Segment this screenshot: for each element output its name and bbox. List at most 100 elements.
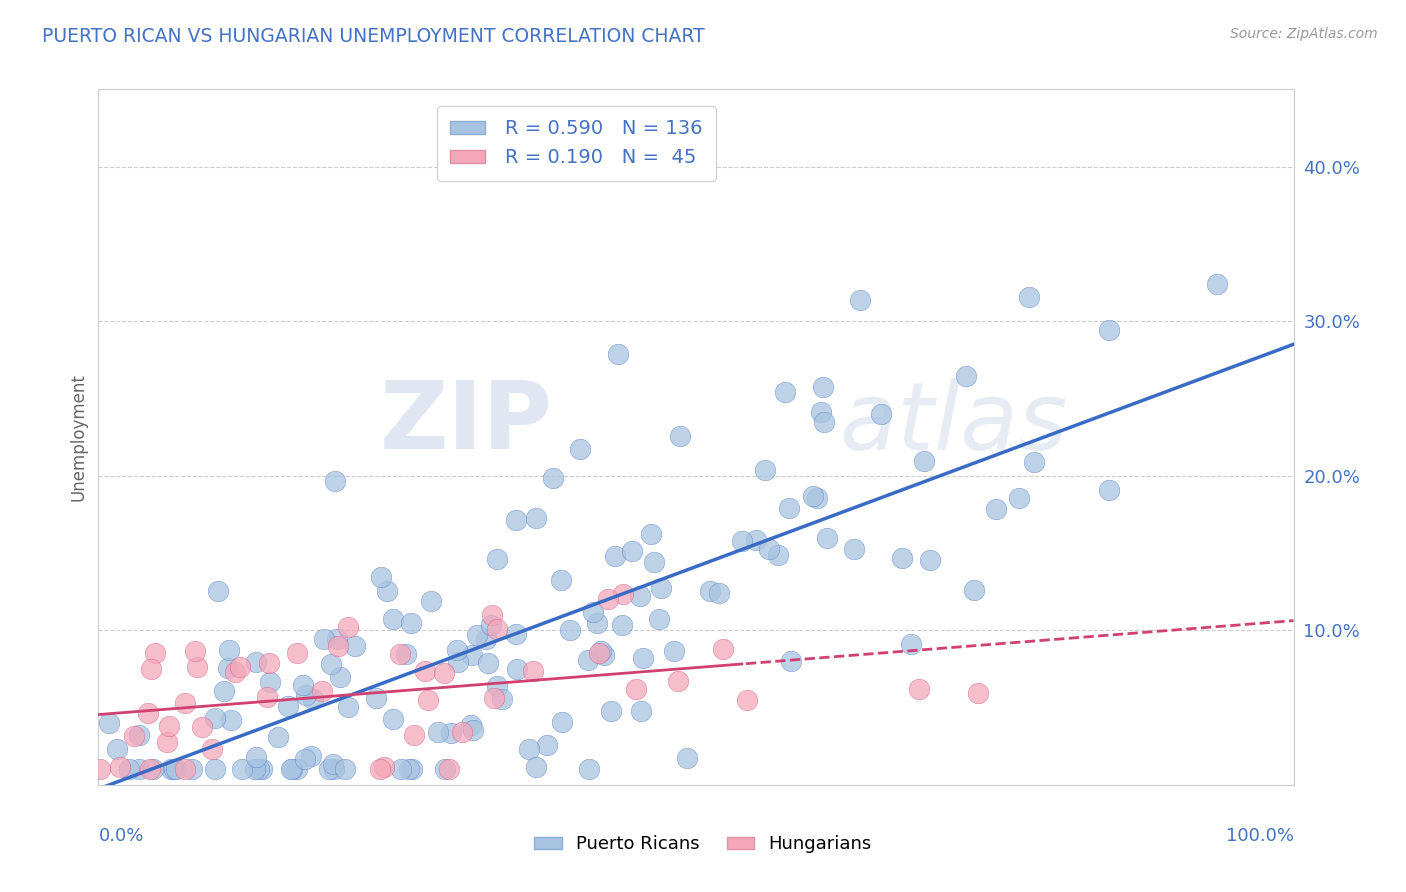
Point <box>173 696 195 710</box>
Legend: R = 0.590   N = 136, R = 0.190   N =  45: R = 0.590 N = 136, R = 0.190 N = 45 <box>437 106 716 181</box>
Point <box>707 586 730 600</box>
Point <box>1024 455 1046 469</box>
Point <box>766 548 789 562</box>
Point <box>285 763 308 777</box>
Point <box>890 551 912 566</box>
Point <box>699 584 721 599</box>
Point <box>643 556 665 570</box>
Point <box>522 665 544 679</box>
Point <box>204 711 226 725</box>
Point <box>218 643 240 657</box>
Point <box>160 763 183 777</box>
Point <box>460 718 482 732</box>
Point <box>245 656 267 670</box>
Point <box>299 749 322 764</box>
Point <box>318 763 340 777</box>
Point <box>558 623 581 637</box>
Point <box>335 763 357 777</box>
Point <box>329 669 352 683</box>
Point <box>451 724 474 739</box>
Point <box>524 510 547 524</box>
Point <box>624 682 647 697</box>
Point <box>204 763 226 777</box>
Point <box>128 728 150 742</box>
Point <box>207 583 229 598</box>
Point <box>416 693 439 707</box>
Point <box>631 650 654 665</box>
Point <box>388 647 411 661</box>
Point <box>326 640 349 654</box>
Legend: Puerto Ricans, Hungarians: Puerto Ricans, Hungarians <box>527 829 879 861</box>
Text: atlas: atlas <box>839 377 1067 468</box>
Point <box>593 648 616 663</box>
Point <box>245 750 267 764</box>
Point <box>551 714 574 729</box>
Point <box>319 657 342 671</box>
Point <box>366 690 388 705</box>
Point <box>231 763 253 777</box>
Point <box>1098 483 1121 498</box>
Point <box>475 632 498 646</box>
Point <box>398 763 420 777</box>
Point <box>505 513 527 527</box>
Point <box>1008 491 1031 506</box>
Point <box>628 590 651 604</box>
Point <box>778 501 800 516</box>
Point <box>773 385 796 400</box>
Point <box>201 742 224 756</box>
Point <box>536 739 558 753</box>
Point <box>621 544 644 558</box>
Point <box>212 684 235 698</box>
Point <box>600 705 623 719</box>
Point <box>477 656 499 670</box>
Point <box>801 489 824 503</box>
Point <box>754 463 776 477</box>
Point <box>524 759 547 773</box>
Point <box>326 632 349 646</box>
Point <box>596 592 619 607</box>
Point <box>97 716 120 731</box>
Point <box>603 549 626 563</box>
Point <box>588 646 610 660</box>
Point <box>433 665 456 680</box>
Point <box>343 640 366 654</box>
Point <box>612 617 634 632</box>
Point <box>277 699 299 714</box>
Point <box>675 751 697 765</box>
Point <box>486 622 509 636</box>
Point <box>280 763 302 777</box>
Point <box>155 734 177 748</box>
Point <box>912 453 935 467</box>
Point <box>139 662 162 676</box>
Point <box>578 763 600 777</box>
Point <box>183 644 205 658</box>
Point <box>391 763 413 777</box>
Point <box>165 763 187 777</box>
Point <box>142 763 165 777</box>
Point <box>481 608 503 623</box>
Point <box>630 704 652 718</box>
Point <box>569 442 592 456</box>
Point <box>666 674 689 689</box>
Point <box>382 712 405 726</box>
Y-axis label: Unemployment: Unemployment <box>69 373 87 501</box>
Point <box>401 763 423 777</box>
Point <box>505 626 527 640</box>
Point <box>243 763 266 777</box>
Point <box>955 369 977 384</box>
Point <box>484 690 506 705</box>
Point <box>607 346 630 360</box>
Point <box>138 763 160 777</box>
Point <box>395 648 418 662</box>
Point <box>648 612 671 626</box>
Point <box>259 674 281 689</box>
Point <box>815 531 838 545</box>
Point <box>174 763 197 777</box>
Point <box>870 408 893 422</box>
Point <box>311 684 333 698</box>
Point <box>323 763 346 777</box>
Point <box>541 471 564 485</box>
Point <box>486 679 509 693</box>
Point <box>463 723 485 737</box>
Point <box>217 660 239 674</box>
